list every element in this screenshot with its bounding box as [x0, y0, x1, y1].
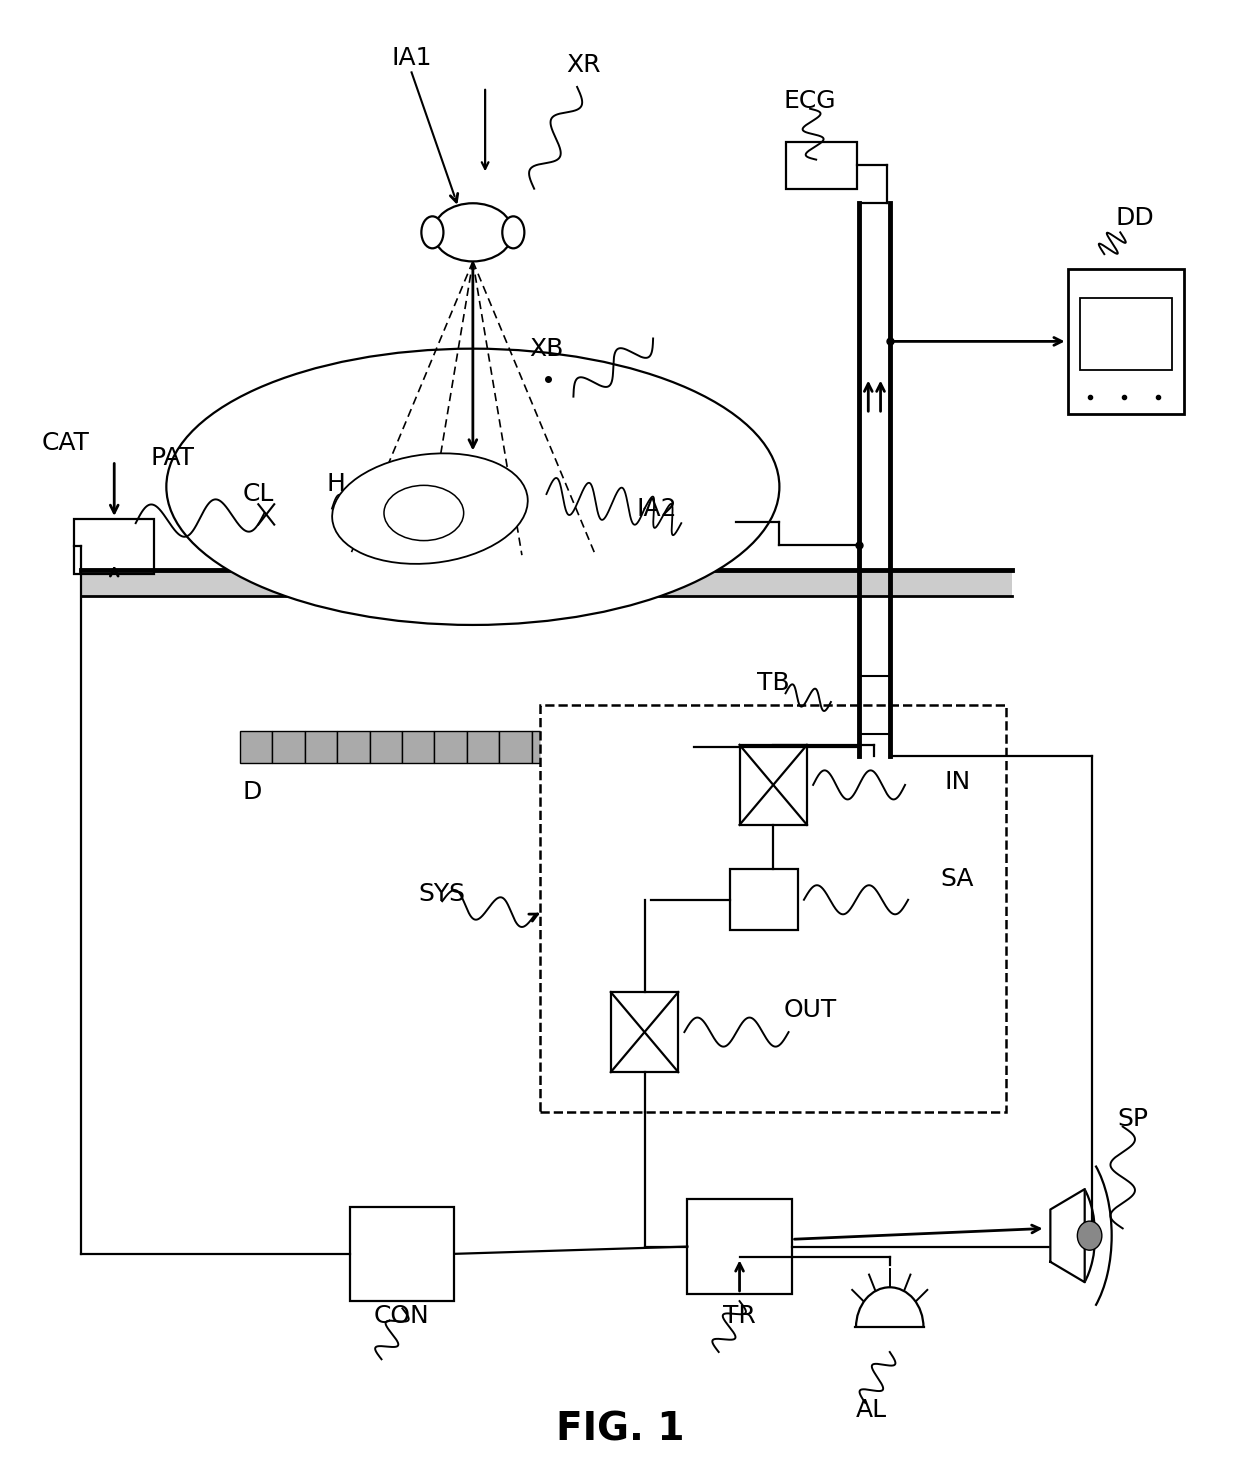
Bar — [611, 992, 678, 1072]
Bar — [528, 379, 567, 414]
Text: AL: AL — [856, 1398, 887, 1422]
Text: ECG: ECG — [784, 90, 836, 113]
Bar — [564, 731, 596, 763]
Text: CL: CL — [243, 482, 274, 506]
Text: DD: DD — [1116, 206, 1154, 230]
Bar — [699, 505, 737, 537]
Bar — [1068, 269, 1184, 414]
Bar — [661, 731, 693, 763]
Ellipse shape — [384, 486, 464, 540]
Bar — [1080, 298, 1172, 370]
Bar — [305, 731, 337, 763]
Bar — [350, 1207, 455, 1301]
Text: CON: CON — [374, 1304, 429, 1327]
Bar — [629, 731, 661, 763]
Bar — [541, 705, 1006, 1113]
Bar — [739, 744, 807, 825]
Circle shape — [1078, 1221, 1102, 1251]
Bar — [337, 731, 370, 763]
Bar — [74, 518, 154, 574]
Text: TB: TB — [756, 671, 790, 696]
Text: TR: TR — [723, 1304, 755, 1327]
Bar — [81, 570, 1012, 596]
Text: FIG. 1: FIG. 1 — [556, 1411, 684, 1447]
Text: H: H — [326, 471, 345, 496]
Text: IN: IN — [944, 771, 971, 794]
Bar — [596, 731, 629, 763]
Polygon shape — [1050, 1189, 1085, 1282]
Bar — [532, 731, 564, 763]
Text: IA2: IA2 — [636, 496, 677, 521]
Text: D: D — [243, 780, 262, 804]
Bar — [434, 731, 466, 763]
Bar — [449, 533, 553, 568]
Ellipse shape — [166, 349, 780, 625]
Ellipse shape — [502, 216, 525, 248]
Text: OUT: OUT — [784, 998, 837, 1022]
Text: XR: XR — [565, 53, 600, 78]
Ellipse shape — [422, 216, 444, 248]
Ellipse shape — [433, 203, 512, 261]
Text: CAT: CAT — [42, 432, 89, 455]
Bar — [687, 1199, 791, 1293]
Text: XB: XB — [529, 336, 564, 361]
Text: IA1: IA1 — [392, 46, 432, 70]
Text: SA: SA — [940, 868, 973, 891]
Bar — [239, 731, 273, 763]
Bar — [370, 731, 402, 763]
Text: SYS: SYS — [419, 882, 466, 906]
Text: PAT: PAT — [150, 446, 195, 470]
Bar — [730, 869, 797, 931]
Bar — [273, 731, 305, 763]
Bar — [500, 731, 532, 763]
Bar — [785, 142, 857, 189]
Text: SP: SP — [1117, 1107, 1148, 1132]
Bar — [466, 731, 500, 763]
Bar — [402, 731, 434, 763]
Ellipse shape — [332, 454, 528, 564]
